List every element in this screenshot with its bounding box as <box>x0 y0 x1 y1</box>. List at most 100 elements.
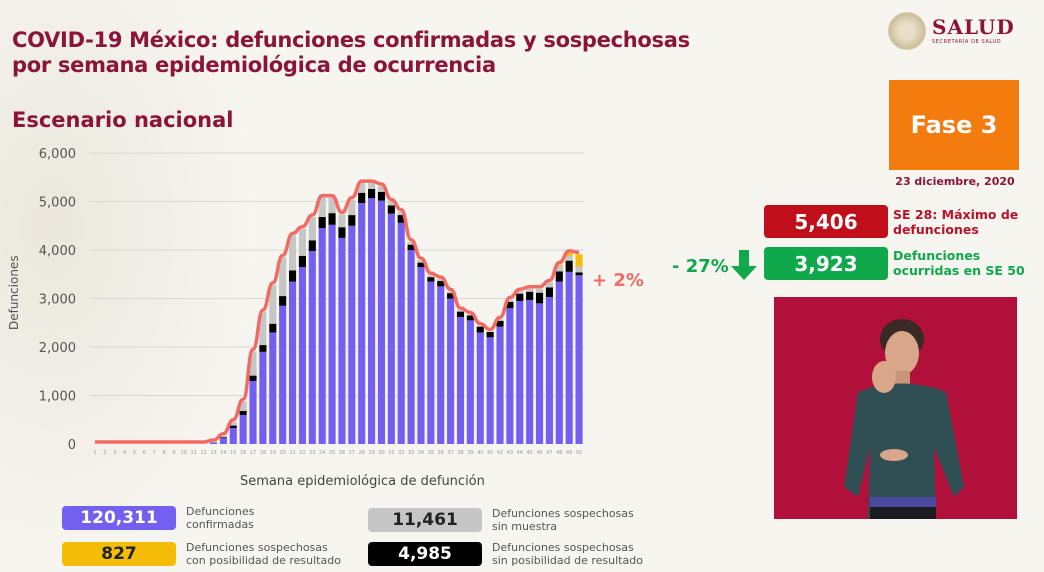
x-tick-label: 8 <box>163 450 166 456</box>
bar-segment <box>476 326 484 333</box>
x-tick-label: 11 <box>191 450 197 456</box>
bar-segment <box>575 254 583 267</box>
x-tick-label: 21 <box>289 450 295 456</box>
x-tick-label: 16 <box>240 450 246 456</box>
national-seal-icon <box>888 12 926 50</box>
legend-possible-result-line1: Defunciones sospechosas <box>186 541 328 554</box>
bar-segment <box>377 200 386 444</box>
bar-segment <box>328 213 336 225</box>
x-tick-label: 12 <box>200 450 206 456</box>
bar-segment <box>407 250 415 444</box>
x-tick-label: 40 <box>477 450 483 456</box>
bar-segment <box>506 301 514 309</box>
bar-segment <box>377 185 386 192</box>
max-deaths-label: SE 28: Máximo de defunciones <box>893 207 1018 237</box>
bar-segment <box>279 305 287 444</box>
y-tick-label: 2,000 <box>39 341 76 356</box>
bar-segment <box>555 264 563 266</box>
x-tick-label: 3 <box>113 450 116 456</box>
bar-segment <box>545 282 553 288</box>
x-tick-label: 36 <box>438 450 444 456</box>
bar-segment <box>318 217 326 229</box>
bar-segment <box>565 252 573 256</box>
bar-segment <box>368 188 376 199</box>
legend-confirmed-line2: confirmadas <box>186 518 254 531</box>
bar-segment <box>437 281 445 287</box>
x-tick-label: 15 <box>230 450 236 456</box>
phase-badge: Fase 3 <box>889 80 1019 170</box>
bar-segment <box>328 224 336 444</box>
bar-segment <box>279 257 287 297</box>
bar-segment <box>397 211 405 216</box>
bar-segment <box>456 316 465 444</box>
legend-no-sample-line2: sin muestra <box>492 520 558 533</box>
x-tick-label: 38 <box>457 450 463 456</box>
bar-segment <box>437 279 445 282</box>
legend-no-possible-result: 4,985 Defunciones sospechosas sin posibil… <box>368 541 643 567</box>
x-tick-label: 6 <box>143 450 146 456</box>
x-tick-label: 18 <box>260 450 266 456</box>
bar-segment <box>387 213 395 444</box>
bar-segment <box>318 228 326 444</box>
bar-segment <box>288 281 297 444</box>
current-deaths-value: 3,923 <box>764 247 888 280</box>
bar-segment <box>486 331 494 338</box>
bar-segment <box>269 332 277 444</box>
x-tick-label: 48 <box>556 450 562 456</box>
title-line-1: COVID-19 México: defunciones confirmadas… <box>12 28 690 52</box>
x-tick-label: 39 <box>467 450 473 456</box>
x-tick-label: 10 <box>181 450 187 456</box>
x-tick-label: 42 <box>497 450 503 456</box>
x-tick-label: 19 <box>270 450 276 456</box>
bar-segment <box>526 288 534 292</box>
x-tick-label: 9 <box>172 450 175 456</box>
x-tick-label: 44 <box>517 450 523 456</box>
bar-segment <box>298 228 306 256</box>
y-tick-label: 6,000 <box>39 147 76 162</box>
report-date: 23 diciembre, 2020 <box>895 175 1015 188</box>
x-tick-label: 29 <box>368 450 374 456</box>
current-deaths-label-line2: ocurridas en SE 50 <box>893 263 1025 278</box>
x-tick-label: 50 <box>576 450 582 456</box>
bar-segment <box>377 191 386 201</box>
sign-language-interpreter-video <box>774 297 1017 519</box>
bar-segment <box>417 266 425 444</box>
logo-main-text: SALUD <box>932 15 1015 39</box>
trend-annotation: + 2% <box>592 270 644 291</box>
bar-segment <box>486 337 494 444</box>
x-tick-label: 30 <box>378 450 384 456</box>
bar-segment <box>219 438 227 444</box>
bar-segment <box>407 244 415 250</box>
y-tick-label: 3,000 <box>39 293 76 308</box>
title-line-2: por semana epidemiológica de ocurrencia <box>12 53 496 77</box>
x-tick-label: 41 <box>487 450 493 456</box>
bar-segment <box>348 215 356 226</box>
legend-possible-result: 827 Defunciones sospechosas con posibilid… <box>62 541 341 567</box>
x-tick-label: 17 <box>250 450 256 456</box>
x-tick-label: 20 <box>279 450 285 456</box>
bar-segment <box>526 291 534 300</box>
bar-segment <box>249 375 257 381</box>
legend-confirmed-line1: Defunciones <box>186 505 255 518</box>
x-tick-label: 22 <box>299 450 305 456</box>
x-tick-label: 45 <box>526 450 532 456</box>
bar-segment <box>427 281 435 444</box>
bar-segment <box>496 326 504 444</box>
bar-segment <box>239 414 247 444</box>
bar-segment <box>516 300 524 444</box>
bar-segment <box>535 303 544 444</box>
bar-segment <box>466 314 474 316</box>
bar-segment <box>575 272 583 276</box>
x-tick-label: 32 <box>398 450 404 456</box>
x-tick-label: 47 <box>546 450 552 456</box>
bar-segment <box>387 201 395 206</box>
bar-segment <box>358 192 366 203</box>
bar-segment <box>239 411 247 415</box>
salud-logo: SALUD SECRETARÍA DE SALUD <box>888 12 1015 50</box>
x-tick-label: 27 <box>349 450 355 456</box>
legend-no-sample-value: 11,461 <box>368 508 482 532</box>
bar-segment <box>209 442 218 444</box>
x-tick-label: 1 <box>93 450 96 456</box>
page-title: COVID-19 México: defunciones confirmadas… <box>12 28 690 78</box>
